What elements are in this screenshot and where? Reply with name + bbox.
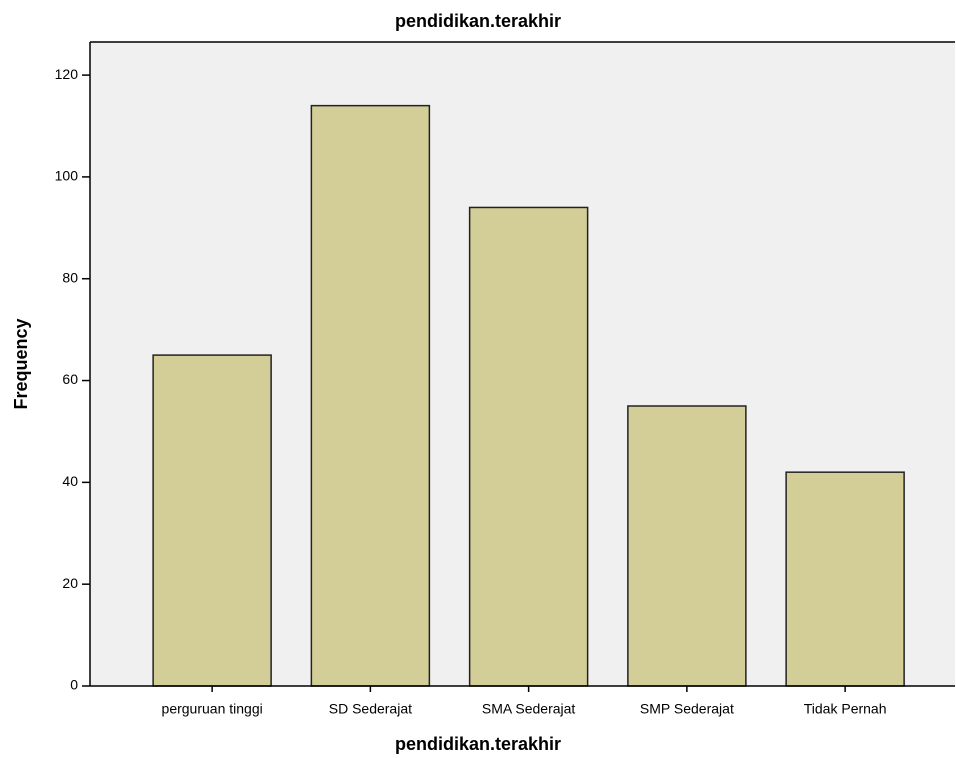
x-tick-label: SD Sederajat — [329, 701, 412, 717]
y-tick-label: 80 — [62, 269, 78, 285]
y-axis-label: Frequency — [11, 318, 31, 409]
x-tick-label: perguruan tinggi — [162, 701, 263, 717]
y-tick-label: 40 — [62, 473, 78, 489]
x-tick-label: SMA Sederajat — [482, 701, 575, 717]
bar — [627, 405, 747, 687]
x-tick-label: SMP Sederajat — [640, 701, 734, 717]
y-tick-label: 60 — [62, 371, 78, 387]
bar — [310, 104, 431, 687]
y-tick-label: 0 — [70, 677, 78, 693]
y-tick-label: 20 — [62, 575, 78, 591]
x-tick-label: Tidak Pernah — [804, 701, 887, 717]
x-axis-label: pendidikan.terakhir — [395, 734, 561, 754]
bar — [785, 471, 905, 687]
bar — [152, 354, 272, 687]
chart-title: pendidikan.terakhir — [395, 11, 561, 31]
bar — [468, 206, 589, 687]
y-tick-label: 100 — [55, 168, 79, 184]
y-tick-label: 120 — [55, 66, 79, 82]
